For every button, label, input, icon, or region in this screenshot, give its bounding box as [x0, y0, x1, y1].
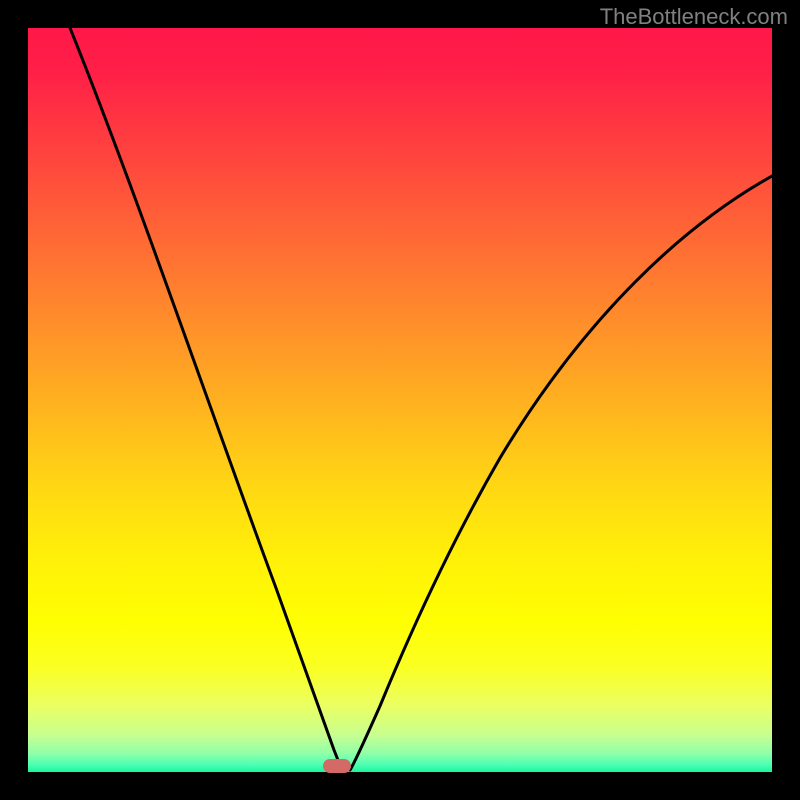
notch-marker: [323, 759, 351, 773]
curve-left-branch: [66, 28, 342, 770]
chart-frame: TheBottleneck.com: [0, 0, 800, 800]
bottleneck-curve: [28, 28, 772, 772]
watermark-text: TheBottleneck.com: [600, 4, 788, 30]
curve-right-branch: [350, 176, 772, 770]
plot-area: [28, 28, 772, 772]
